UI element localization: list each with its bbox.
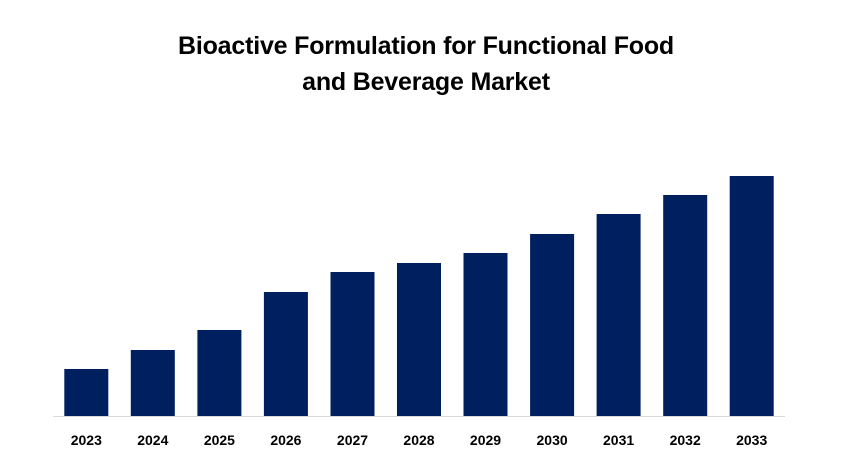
x-tick-label-2028: 2028 (403, 432, 434, 448)
x-tick-label-2031: 2031 (603, 432, 634, 448)
bar-2030 (530, 234, 575, 416)
bar-2025 (197, 330, 242, 416)
bars-group (64, 176, 774, 416)
x-tick-label-2032: 2032 (670, 432, 701, 448)
bar-2023 (64, 369, 109, 416)
x-tick-label-2023: 2023 (71, 432, 102, 448)
bar-2028 (397, 263, 441, 416)
x-tick-labels: 2023 2024 2025 2026 2027 2028 2029 2030 2031 2032… (71, 432, 768, 448)
x-tick-label-2030: 2030 (537, 432, 568, 448)
bar-2031 (596, 214, 641, 416)
x-tick-label-2026: 2026 (270, 432, 301, 448)
x-tick-label-2033: 2033 (736, 432, 767, 448)
bar-2024 (130, 350, 175, 416)
x-tick-label-2025: 2025 (204, 432, 235, 448)
x-tick-label-2027: 2027 (337, 432, 368, 448)
chart-title-line-2: and Beverage Market (302, 68, 550, 96)
x-tick-label-2024: 2024 (137, 432, 168, 448)
chart-title: Bioactive Formulation for Functional Foo… (0, 28, 852, 100)
chart-title-line-1: Bioactive Formulation for Functional Foo… (178, 32, 674, 60)
bar-2026 (263, 292, 308, 416)
bar-2033 (729, 176, 774, 416)
bar-2027 (330, 272, 375, 416)
x-tick-label-2029: 2029 (470, 432, 501, 448)
bar-2029 (463, 253, 508, 416)
bar-2032 (663, 195, 708, 416)
